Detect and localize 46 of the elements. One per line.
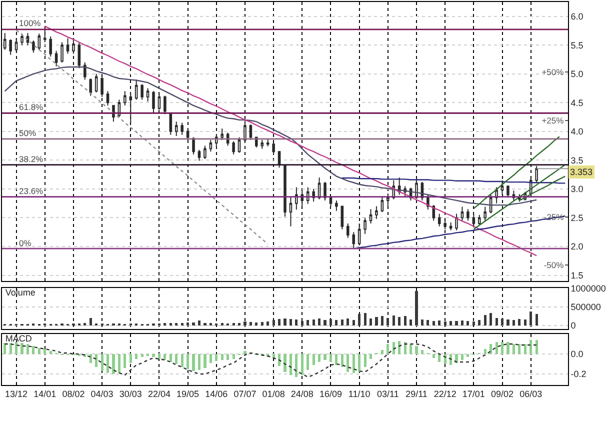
- y-tick-label: 3.5: [570, 155, 584, 166]
- y-tick-label: 0: [570, 320, 576, 330]
- y-tick-label: 0.0: [570, 349, 584, 360]
- chart-title: MACD: [5, 333, 32, 344]
- y-tick-label: 4.0: [570, 126, 584, 137]
- x-tick-label: 29/11: [406, 388, 428, 399]
- x-tick-label: 16/09: [319, 388, 342, 399]
- ref-line-label: 50%: [19, 128, 36, 138]
- x-tick-label: 24/08: [290, 388, 314, 399]
- ref-line-label: 0%: [19, 238, 32, 248]
- y-tick-label: 3.0: [570, 184, 584, 194]
- ref-line-label: 61.8%: [19, 102, 44, 112]
- x-tick-label: 30/03: [119, 388, 142, 399]
- y-tick-label: -0.2: [570, 369, 586, 380]
- y3-tick-label: +25%: [542, 115, 564, 126]
- x-tick-label: 07/07: [234, 388, 256, 399]
- ref-line-label: 38.2%: [19, 154, 44, 164]
- x-tick-label: 22/04: [148, 388, 170, 399]
- x-tick-label: 01/08: [262, 388, 285, 399]
- x-tick-label: 22/12: [434, 388, 456, 399]
- y3-tick-label: +50%: [542, 67, 564, 78]
- x-tick-label: 03/11: [376, 388, 399, 399]
- y-tick-label: 5.0: [570, 69, 584, 80]
- y-tick-label: 1000000: [570, 284, 606, 294]
- x-tick-label: 09/02: [490, 388, 514, 399]
- y-tick-label: 6.0: [570, 12, 584, 22]
- y-tick-label: 5.5: [570, 40, 584, 50]
- x-tick-label: 14/06: [205, 388, 228, 399]
- x-tick-label: 08/02: [62, 388, 85, 399]
- x-tick-label: 17/01: [462, 388, 485, 399]
- chart-title: Volume: [5, 287, 36, 298]
- ref-line-label: 23.6%: [19, 186, 44, 196]
- x-tick-label: 06/03: [520, 388, 542, 399]
- x-tick-label: 19/05: [176, 388, 200, 399]
- y-tick-label: 500000: [570, 302, 601, 312]
- y-tick-label: 4.5: [570, 98, 584, 108]
- text: 3.353: [570, 167, 593, 177]
- y-tick-label: 2.5: [570, 212, 584, 223]
- y-tick-label: 2.0: [570, 242, 584, 252]
- x-tick-label: 14/01: [34, 388, 56, 399]
- y3-tick-label: -50%: [544, 260, 564, 270]
- x-tick-label: 04/03: [90, 388, 114, 399]
- x-tick-label: 13/12: [5, 388, 28, 399]
- x-tick-label: 11/10: [348, 388, 370, 399]
- ref-line-label: 100%: [19, 18, 42, 28]
- y-tick-label: 1.5: [570, 270, 584, 280]
